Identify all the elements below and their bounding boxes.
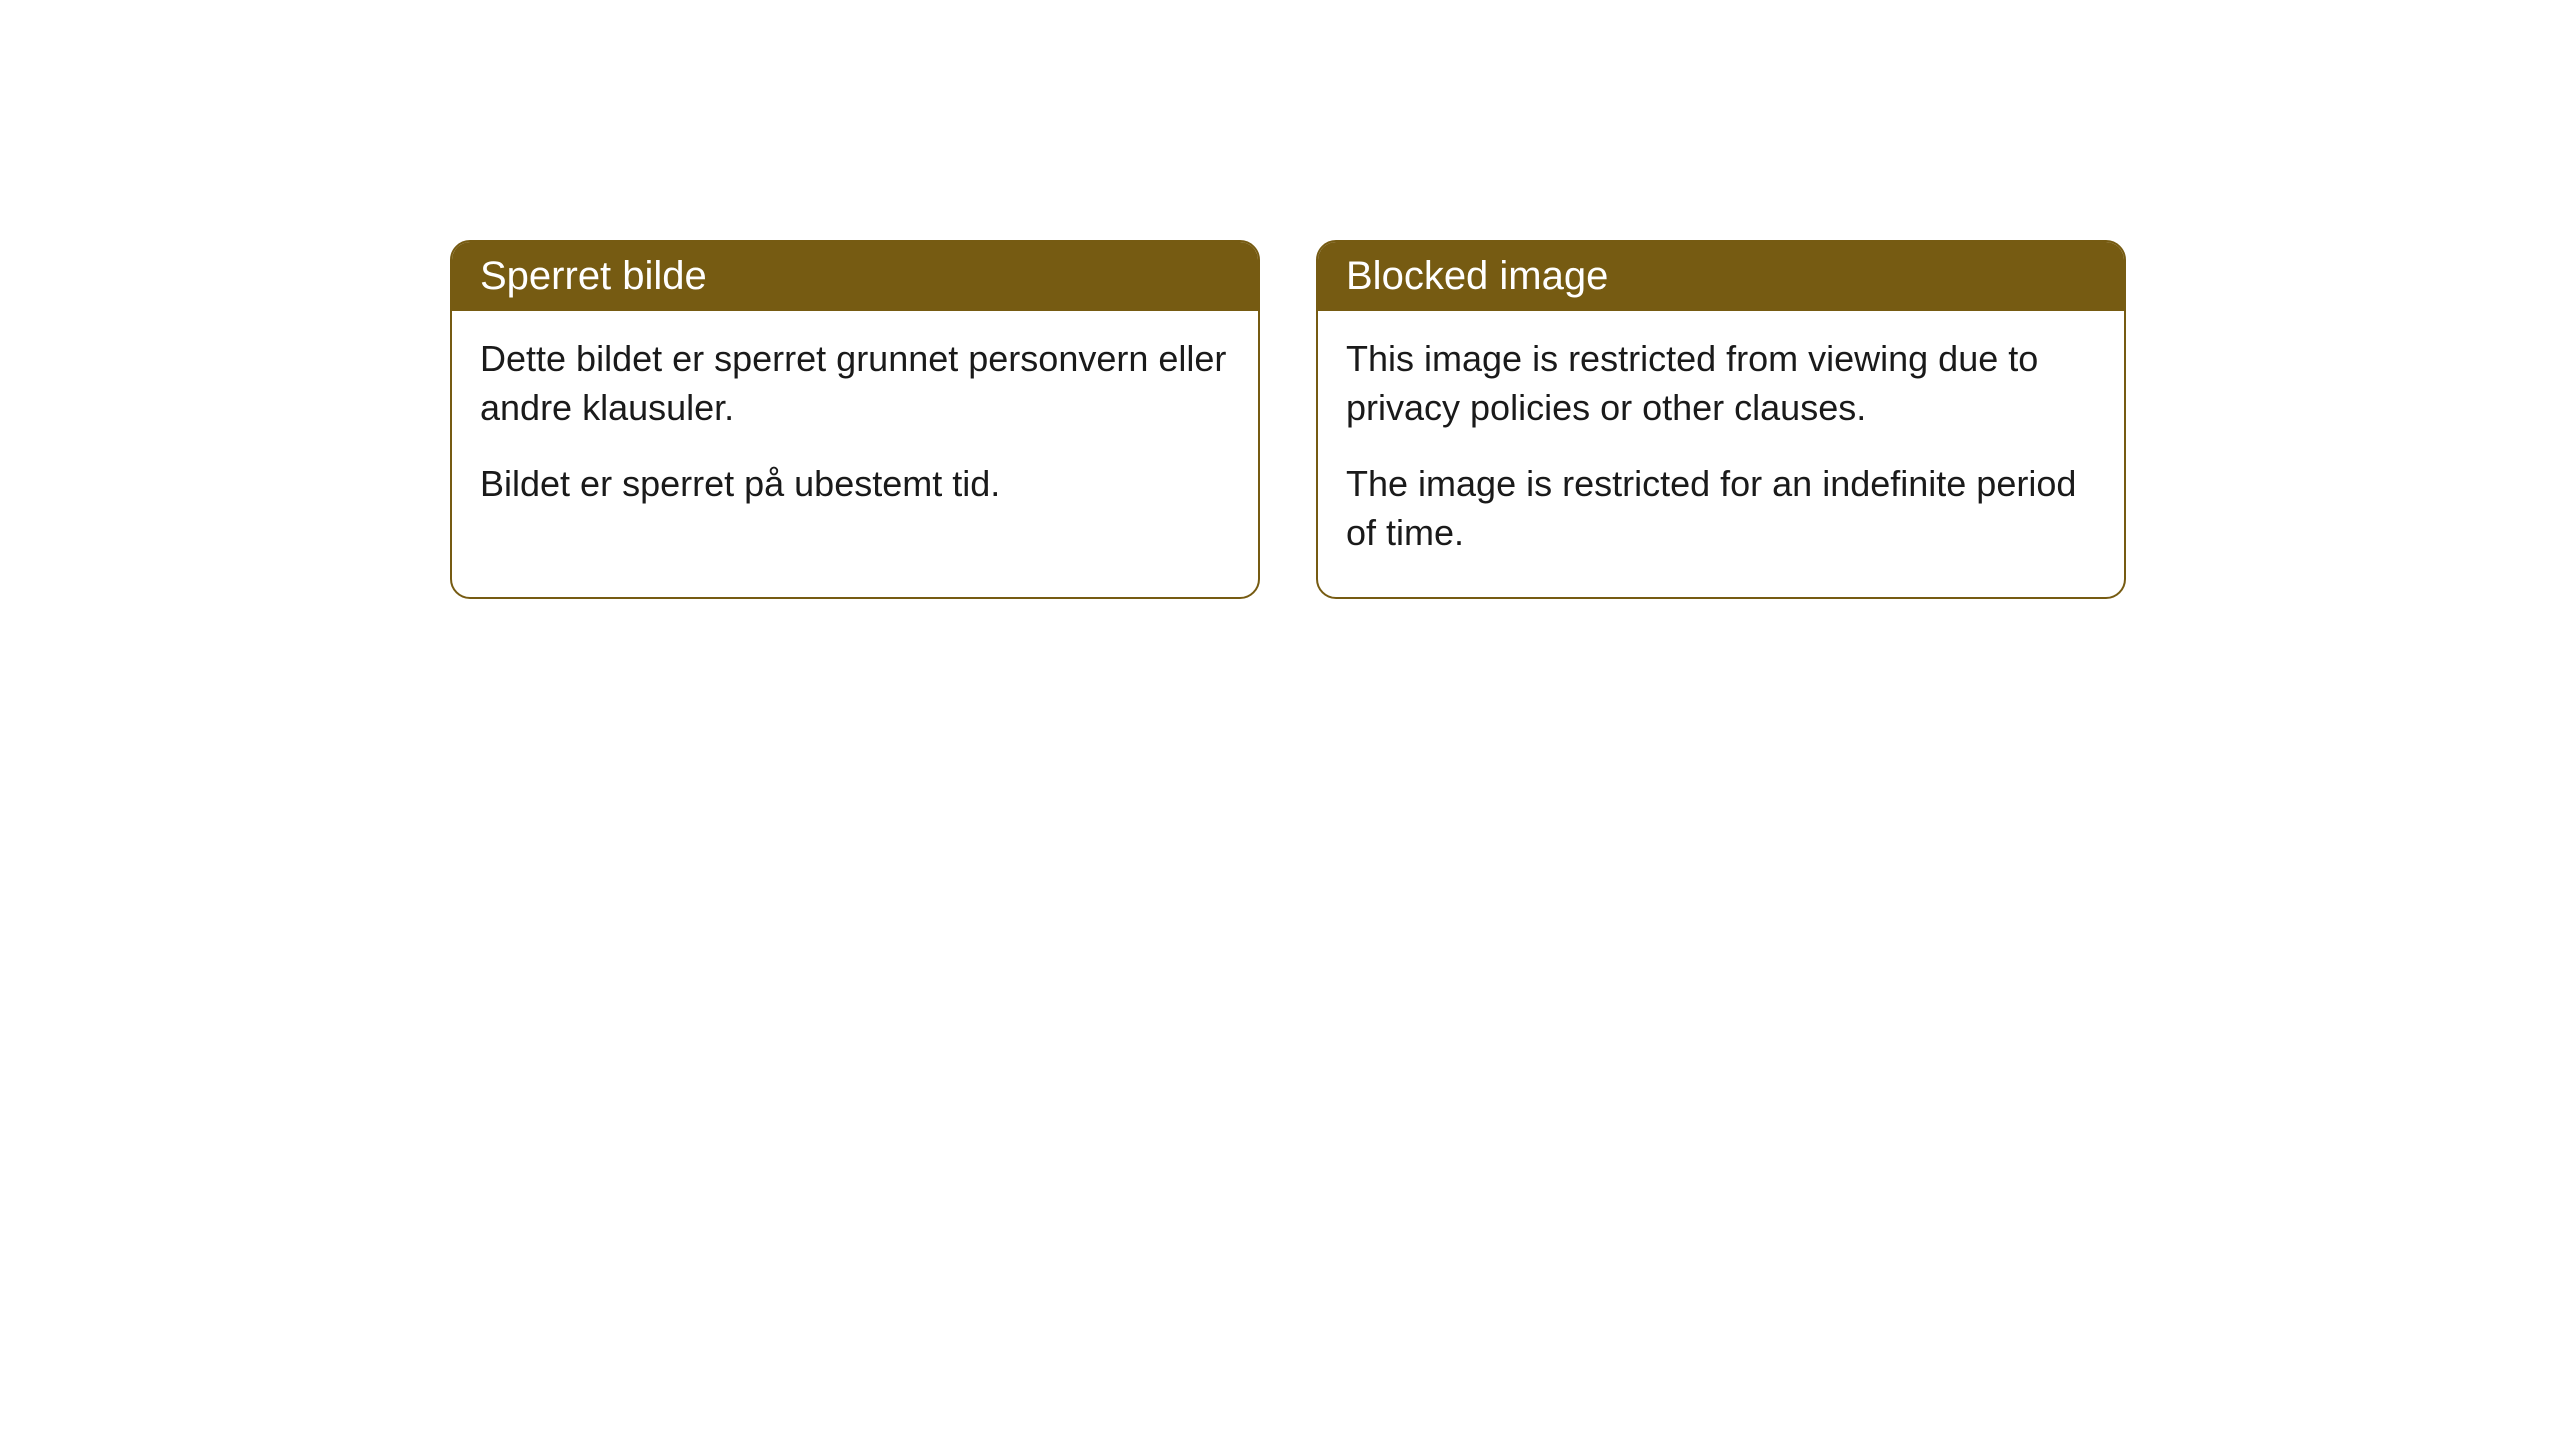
- card-header: Blocked image: [1318, 242, 2124, 311]
- card-paragraph-1: This image is restricted from viewing du…: [1346, 335, 2096, 432]
- notice-cards-container: Sperret bilde Dette bildet er sperret gr…: [450, 240, 2126, 599]
- blocked-image-card-norwegian: Sperret bilde Dette bildet er sperret gr…: [450, 240, 1260, 599]
- card-body: Dette bildet er sperret grunnet personve…: [452, 311, 1258, 549]
- card-paragraph-2: Bildet er sperret på ubestemt tid.: [480, 460, 1230, 509]
- card-title: Blocked image: [1346, 254, 1608, 298]
- blocked-image-card-english: Blocked image This image is restricted f…: [1316, 240, 2126, 599]
- card-title: Sperret bilde: [480, 254, 707, 298]
- card-paragraph-2: The image is restricted for an indefinit…: [1346, 460, 2096, 557]
- card-paragraph-1: Dette bildet er sperret grunnet personve…: [480, 335, 1230, 432]
- card-header: Sperret bilde: [452, 242, 1258, 311]
- card-body: This image is restricted from viewing du…: [1318, 311, 2124, 597]
